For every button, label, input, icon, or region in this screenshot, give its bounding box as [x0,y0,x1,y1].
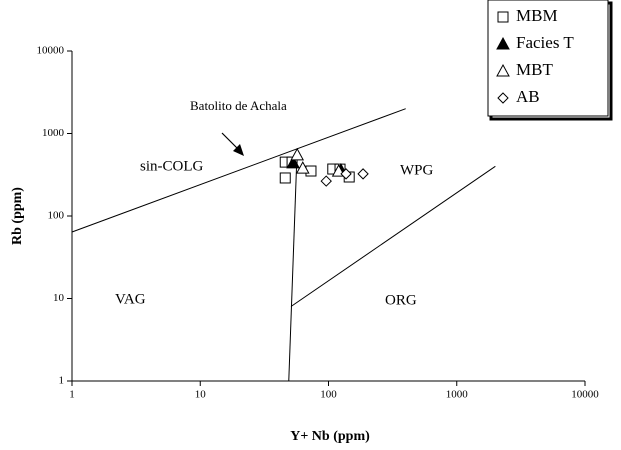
boundary-line [290,165,496,307]
x-tick-label: 1 [69,389,75,401]
legend-label: AB [516,87,540,106]
legend-label: Facies T [516,33,574,52]
region-label: VAG [115,291,146,307]
y-tick-label: 1000 [42,127,65,139]
data-point [340,168,352,180]
legend-marker [497,11,509,23]
boundary-line [71,108,406,233]
annotation: Batolito de Achala [190,98,287,113]
legend-marker [496,63,510,77]
region-label: sin-COLG [140,158,204,174]
arrow-head [233,144,244,156]
y-tick-label: 100 [48,210,65,222]
x-axis-label: Y+ Nb (ppm) [290,429,370,444]
legend-marker [496,36,510,50]
region-label: WPG [400,162,434,178]
boundary-line [288,148,298,382]
legend-marker [497,92,509,104]
y-axis-label: Rb (ppm) [10,187,25,245]
legend-label: MBM [516,6,558,25]
y-tick-label: 1 [59,375,65,387]
x-tick-label: 10000 [571,389,599,401]
data-point [286,155,300,169]
data-point [290,147,305,161]
x-tick-label: 100 [320,389,337,401]
x-tick-label: 1000 [446,389,469,401]
data-point [320,175,332,187]
legend-label: MBT [516,60,553,79]
y-tick-label: 10 [53,292,65,304]
data-point [357,168,369,180]
data-point [279,172,291,184]
x-tick-label: 10 [195,389,207,401]
y-tick-label: 10000 [37,45,65,57]
data-point [295,161,310,174]
region-label: ORG [385,292,417,308]
